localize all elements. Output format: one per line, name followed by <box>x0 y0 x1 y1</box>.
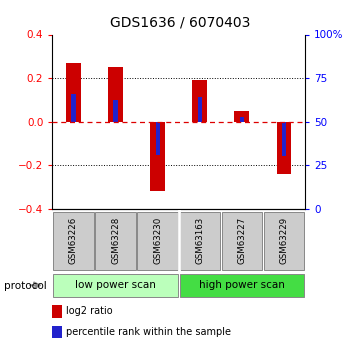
Bar <box>71 95 75 122</box>
Bar <box>179 211 220 270</box>
Bar <box>52 326 62 338</box>
Bar <box>150 122 165 191</box>
Bar <box>53 274 178 297</box>
Text: low power scan: low power scan <box>75 280 156 290</box>
Bar <box>108 67 123 122</box>
Bar <box>222 211 262 270</box>
Bar <box>53 211 93 270</box>
Bar <box>240 117 244 122</box>
Bar <box>113 100 118 122</box>
Bar <box>179 274 304 297</box>
Text: log2 ratio: log2 ratio <box>66 306 113 316</box>
Bar <box>52 305 62 317</box>
Bar <box>282 122 286 157</box>
Text: percentile rank within the sample: percentile rank within the sample <box>66 327 231 337</box>
Text: high power scan: high power scan <box>199 280 285 290</box>
Bar <box>95 211 136 270</box>
Text: GSM63227: GSM63227 <box>238 217 246 264</box>
Text: protocol: protocol <box>4 281 46 290</box>
Bar <box>156 122 160 155</box>
Text: GSM63228: GSM63228 <box>111 217 120 264</box>
Bar <box>66 63 81 122</box>
Bar <box>192 80 207 122</box>
Bar <box>264 211 304 270</box>
Text: GSM63230: GSM63230 <box>153 217 162 264</box>
Bar <box>277 122 291 174</box>
Bar <box>235 111 249 122</box>
Text: GDS1636 / 6070403: GDS1636 / 6070403 <box>110 16 251 30</box>
Text: GSM63163: GSM63163 <box>195 217 204 264</box>
Bar <box>198 97 202 122</box>
Bar <box>138 211 178 270</box>
Text: GSM63229: GSM63229 <box>279 217 288 264</box>
Text: GSM63226: GSM63226 <box>69 217 78 264</box>
